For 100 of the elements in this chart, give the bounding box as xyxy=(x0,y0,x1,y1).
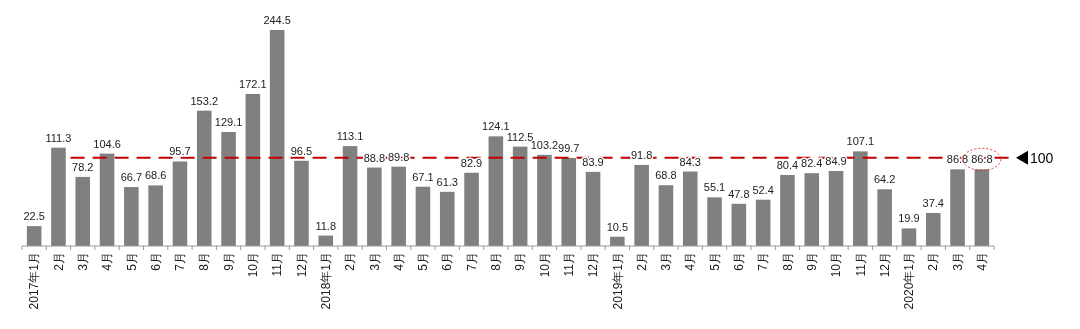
bar xyxy=(124,187,139,246)
x-tick-label: 2月 xyxy=(634,252,649,271)
x-tick-label: 2月 xyxy=(926,252,941,271)
data-label: 10.5 xyxy=(606,220,629,233)
data-label: 99.7 xyxy=(558,141,580,154)
x-tick-label: 4月 xyxy=(683,252,698,271)
x-tick-label: 6月 xyxy=(732,252,747,271)
data-label: 153.2 xyxy=(190,94,219,107)
x-tick-label: 5月 xyxy=(416,252,431,271)
bar xyxy=(294,160,309,246)
x-tick-label: 4月 xyxy=(975,252,990,271)
data-label: 107.1 xyxy=(846,135,875,148)
bar xyxy=(925,212,941,246)
x-tick-label: 5月 xyxy=(707,252,722,271)
x-tick-label: 10月 xyxy=(829,252,844,278)
bar xyxy=(658,185,674,246)
bar xyxy=(439,191,455,246)
data-label: 64.2 xyxy=(873,173,896,186)
bar xyxy=(464,172,479,246)
x-tick-label: 6月 xyxy=(440,252,455,271)
data-label: 68.8 xyxy=(655,169,677,182)
x-tick-label: 7月 xyxy=(464,252,479,271)
data-label: 104.6 xyxy=(93,137,121,150)
bar xyxy=(391,166,406,246)
bar xyxy=(853,151,868,246)
bar xyxy=(342,146,358,246)
bar xyxy=(877,189,892,246)
bar xyxy=(707,197,722,246)
x-tick-label: 5月 xyxy=(124,252,139,271)
data-label: 244.5 xyxy=(263,14,291,26)
bar xyxy=(415,186,431,246)
data-label: 61.3 xyxy=(436,175,458,188)
x-tick-label: 8月 xyxy=(489,252,504,271)
x-tick-label: 4月 xyxy=(391,252,406,271)
x-tick-label: 11月 xyxy=(270,252,285,277)
x-tick-label: 10月 xyxy=(537,252,552,278)
bar xyxy=(221,131,236,246)
x-tick-label: 11月 xyxy=(853,252,868,277)
bar xyxy=(75,176,91,246)
data-label: 11.8 xyxy=(315,219,337,232)
x-tick-label: 4月 xyxy=(100,252,115,271)
data-label: 84.9 xyxy=(825,155,847,167)
bar xyxy=(172,161,188,246)
bar xyxy=(755,199,771,246)
x-tick-label: 2月 xyxy=(343,252,358,271)
data-label: 113.1 xyxy=(336,130,364,143)
x-tick-label: 3月 xyxy=(75,252,90,271)
data-label: 80.4 xyxy=(776,158,799,171)
x-tick-label: 6月 xyxy=(148,252,163,271)
bar xyxy=(901,228,917,246)
data-label: 84.3 xyxy=(679,155,701,168)
x-tick-label: 2月 xyxy=(51,252,66,271)
data-label: 96.5 xyxy=(290,144,313,157)
data-label: 67.1 xyxy=(412,170,434,183)
data-label: 124.1 xyxy=(482,120,510,133)
bar xyxy=(634,164,649,246)
bar xyxy=(512,146,528,246)
x-tick-label: 2019年1月 xyxy=(610,252,625,310)
x-tick-label: 8月 xyxy=(197,252,212,271)
data-label: 22.5 xyxy=(23,210,45,223)
bar xyxy=(950,169,965,246)
bar xyxy=(26,226,42,246)
bar xyxy=(245,93,261,246)
bar xyxy=(561,157,577,246)
data-label: 111.3 xyxy=(45,131,72,144)
bar xyxy=(51,147,66,246)
x-tick-label: 2020年1月 xyxy=(902,252,917,310)
x-tick-label: 8月 xyxy=(780,252,795,271)
bar xyxy=(682,171,698,246)
x-tick-label: 7月 xyxy=(756,252,771,271)
bar xyxy=(804,173,820,246)
x-tick-label: 3月 xyxy=(950,252,965,271)
x-tick-label: 9月 xyxy=(221,252,236,271)
bar xyxy=(828,171,844,246)
bar xyxy=(488,136,504,246)
bar xyxy=(974,169,990,246)
bar xyxy=(99,153,115,246)
data-label: 82.4 xyxy=(801,157,823,170)
x-tick-label: 10月 xyxy=(246,252,261,278)
data-label: 19.9 xyxy=(898,212,920,225)
data-label: 37.4 xyxy=(922,196,944,209)
bar xyxy=(731,203,747,246)
x-tick-label: 9月 xyxy=(513,252,528,271)
x-tick-label: 12月 xyxy=(294,252,309,278)
data-label: 68.6 xyxy=(144,169,167,182)
x-tick-label: 9月 xyxy=(804,252,819,271)
ref-line-label: 100 xyxy=(1030,149,1054,166)
x-tick-label: 2018年1月 xyxy=(318,252,333,310)
bar xyxy=(196,110,212,246)
data-label: 47.8 xyxy=(728,187,750,200)
bar xyxy=(269,30,285,246)
data-label: 52.4 xyxy=(752,183,774,196)
bar xyxy=(780,174,795,246)
data-label: 78.2 xyxy=(72,160,94,173)
bar xyxy=(367,167,382,246)
x-tick-label: 3月 xyxy=(659,252,674,271)
data-label: 172.1 xyxy=(239,77,267,90)
x-tick-label: 12月 xyxy=(877,252,892,278)
x-tick-label: 3月 xyxy=(367,252,382,271)
bar xyxy=(148,185,163,246)
